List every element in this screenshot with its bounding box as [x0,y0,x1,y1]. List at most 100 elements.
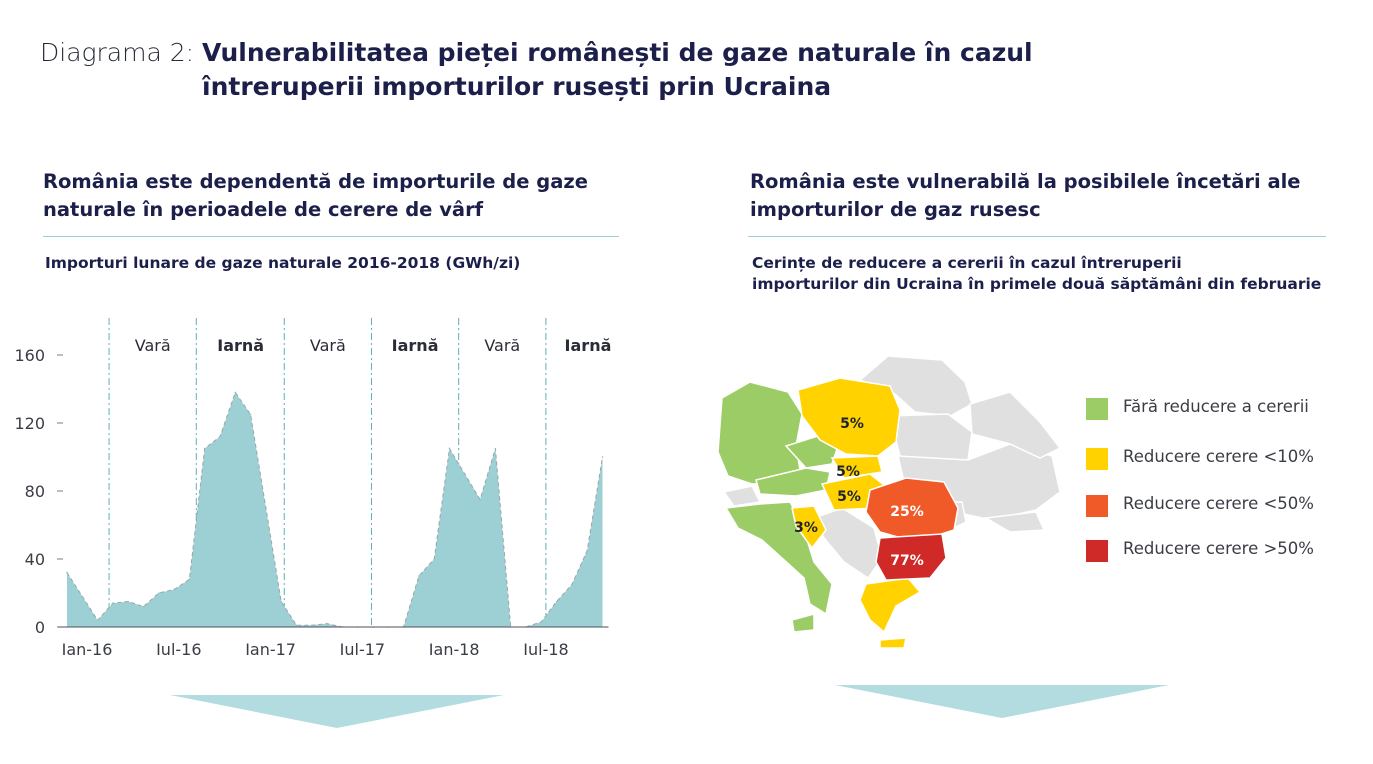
right-divider [748,236,1326,237]
diagram-title: Vulnerabilitatea pieței românești de gaz… [202,38,1033,101]
season-label: Iarnă [217,336,264,355]
y-tick-label: 40 [25,550,45,569]
hungary-annotation: 5% [837,489,861,505]
right-subtitle-line1: Cerințe de reducere a cererii în cazul î… [752,254,1182,272]
left-divider [43,236,619,237]
season-label: Vară [310,336,346,355]
legend-item-over-50: Reducere cerere >50% [1086,538,1356,562]
left-heading: România este dependentă de importurile d… [43,170,588,221]
data-point [203,447,206,450]
right-subtitle: Cerințe de reducere a cererii în cazul î… [752,253,1352,295]
season-label: Vară [135,336,171,355]
data-point [81,595,84,598]
data-point [540,621,543,623]
data-point [66,571,68,574]
data-point [158,592,160,594]
black-sea-coast [983,511,1046,533]
legend-swatch [1086,540,1108,562]
legend-item-under-10: Reducere cerere <10% [1086,446,1356,470]
data-point [234,391,237,394]
x-tick-label: Iul-16 [156,640,201,659]
data-point [448,447,451,450]
sicily-region [791,613,815,633]
data-point [571,583,573,586]
data-point [464,473,466,475]
area-fill [67,392,603,627]
data-point [494,447,497,450]
slovakia-annotation: 5% [836,464,860,480]
data-point [96,619,99,621]
data-point [219,435,221,438]
imports-area-chart: Vară Iarnă Vară Iarnă Vară Iarnă 04080120160 … [14,318,612,659]
season-label: Iarnă [565,336,612,355]
legend-swatch [1086,398,1108,420]
diagram-prefix: Diagrama 2: [40,38,195,67]
legend-item-under-50: Reducere cerere <50% [1086,493,1356,517]
y-tick-label: 80 [25,482,45,501]
x-tick-label: Iul-17 [340,640,385,659]
legend-label: Reducere cerere <50% [1123,494,1314,513]
data-point [142,605,145,608]
data-point [555,600,558,603]
x-axis: Ian-16 Iul-16 Ian-17 Iul-17 Ian-18 Iul-18 [58,626,609,659]
season-labels: Vară Iarnă Vară Iarnă Vară Iarnă [135,336,612,355]
legend-swatch [1086,495,1108,517]
season-label: Vară [484,336,520,355]
left-subtitle: Importuri lunare de gaze naturale 2016-2… [45,254,521,272]
italy-region [724,501,833,616]
y-tick-label: 120 [14,414,45,433]
romania-annotation: 25% [890,504,924,520]
europe-demand-reduction-map: 5% 5% 5% 25% 3% 77% [717,355,1062,649]
poland-annotation: 5% [840,416,864,432]
legend-label: Fără reducere a cererii [1123,397,1309,416]
x-tick-label: Iul-18 [523,640,568,659]
slovakia-region [830,455,883,479]
map-annotations: 5% 5% 5% 25% 3% 77% [794,416,924,569]
data-point [173,588,175,591]
data-point [280,600,283,603]
legend-swatch [1086,448,1108,470]
y-tick-label: 0 [35,618,45,637]
greece-region [859,577,922,634]
data-point [418,575,420,577]
right-subtitle-line2: importurilor din Ucraina în primele două… [752,275,1322,293]
data-point [433,558,436,560]
area-outline [66,391,603,628]
data-point [188,578,191,581]
y-axis: 0 40 80 120 160 [14,346,63,637]
poland-region [797,377,901,457]
legend-item-no-reduction: Fără reducere a cererii [1086,396,1356,420]
bulgaria-region [875,533,947,581]
russia-east [969,391,1062,459]
yellow-countries [791,377,922,649]
data-point [265,507,267,509]
green-countries [717,381,839,633]
x-tick-label: Ian-17 [245,640,296,659]
season-label: Iarnă [392,336,439,355]
germany-region [717,381,803,485]
data-point [479,498,481,501]
area-series [66,391,604,628]
y-tick-label: 160 [14,346,45,365]
data-point [249,413,252,416]
switzerland-region [722,485,762,507]
crete-region [879,637,907,649]
czech-region [784,435,839,469]
croatia-region [791,505,827,550]
x-tick-label: Ian-16 [62,640,113,659]
data-point [326,622,328,625]
legend-label: Reducere cerere >50% [1123,539,1314,558]
data-point [112,602,114,604]
left-down-arrow [170,695,504,733]
data-point [311,624,313,627]
data-point [295,624,298,627]
right-heading: România este vulnerabilă la posibilele î… [750,170,1301,221]
western-balkans-region [812,507,883,580]
romania-region [865,477,959,543]
legend-label: Reducere cerere <10% [1123,447,1314,466]
data-point [586,549,588,552]
croatia-annotation: 3% [794,520,818,536]
bulgaria-annotation: 77% [890,553,924,569]
x-tick-label: Ian-18 [429,640,480,659]
data-point [127,600,129,603]
